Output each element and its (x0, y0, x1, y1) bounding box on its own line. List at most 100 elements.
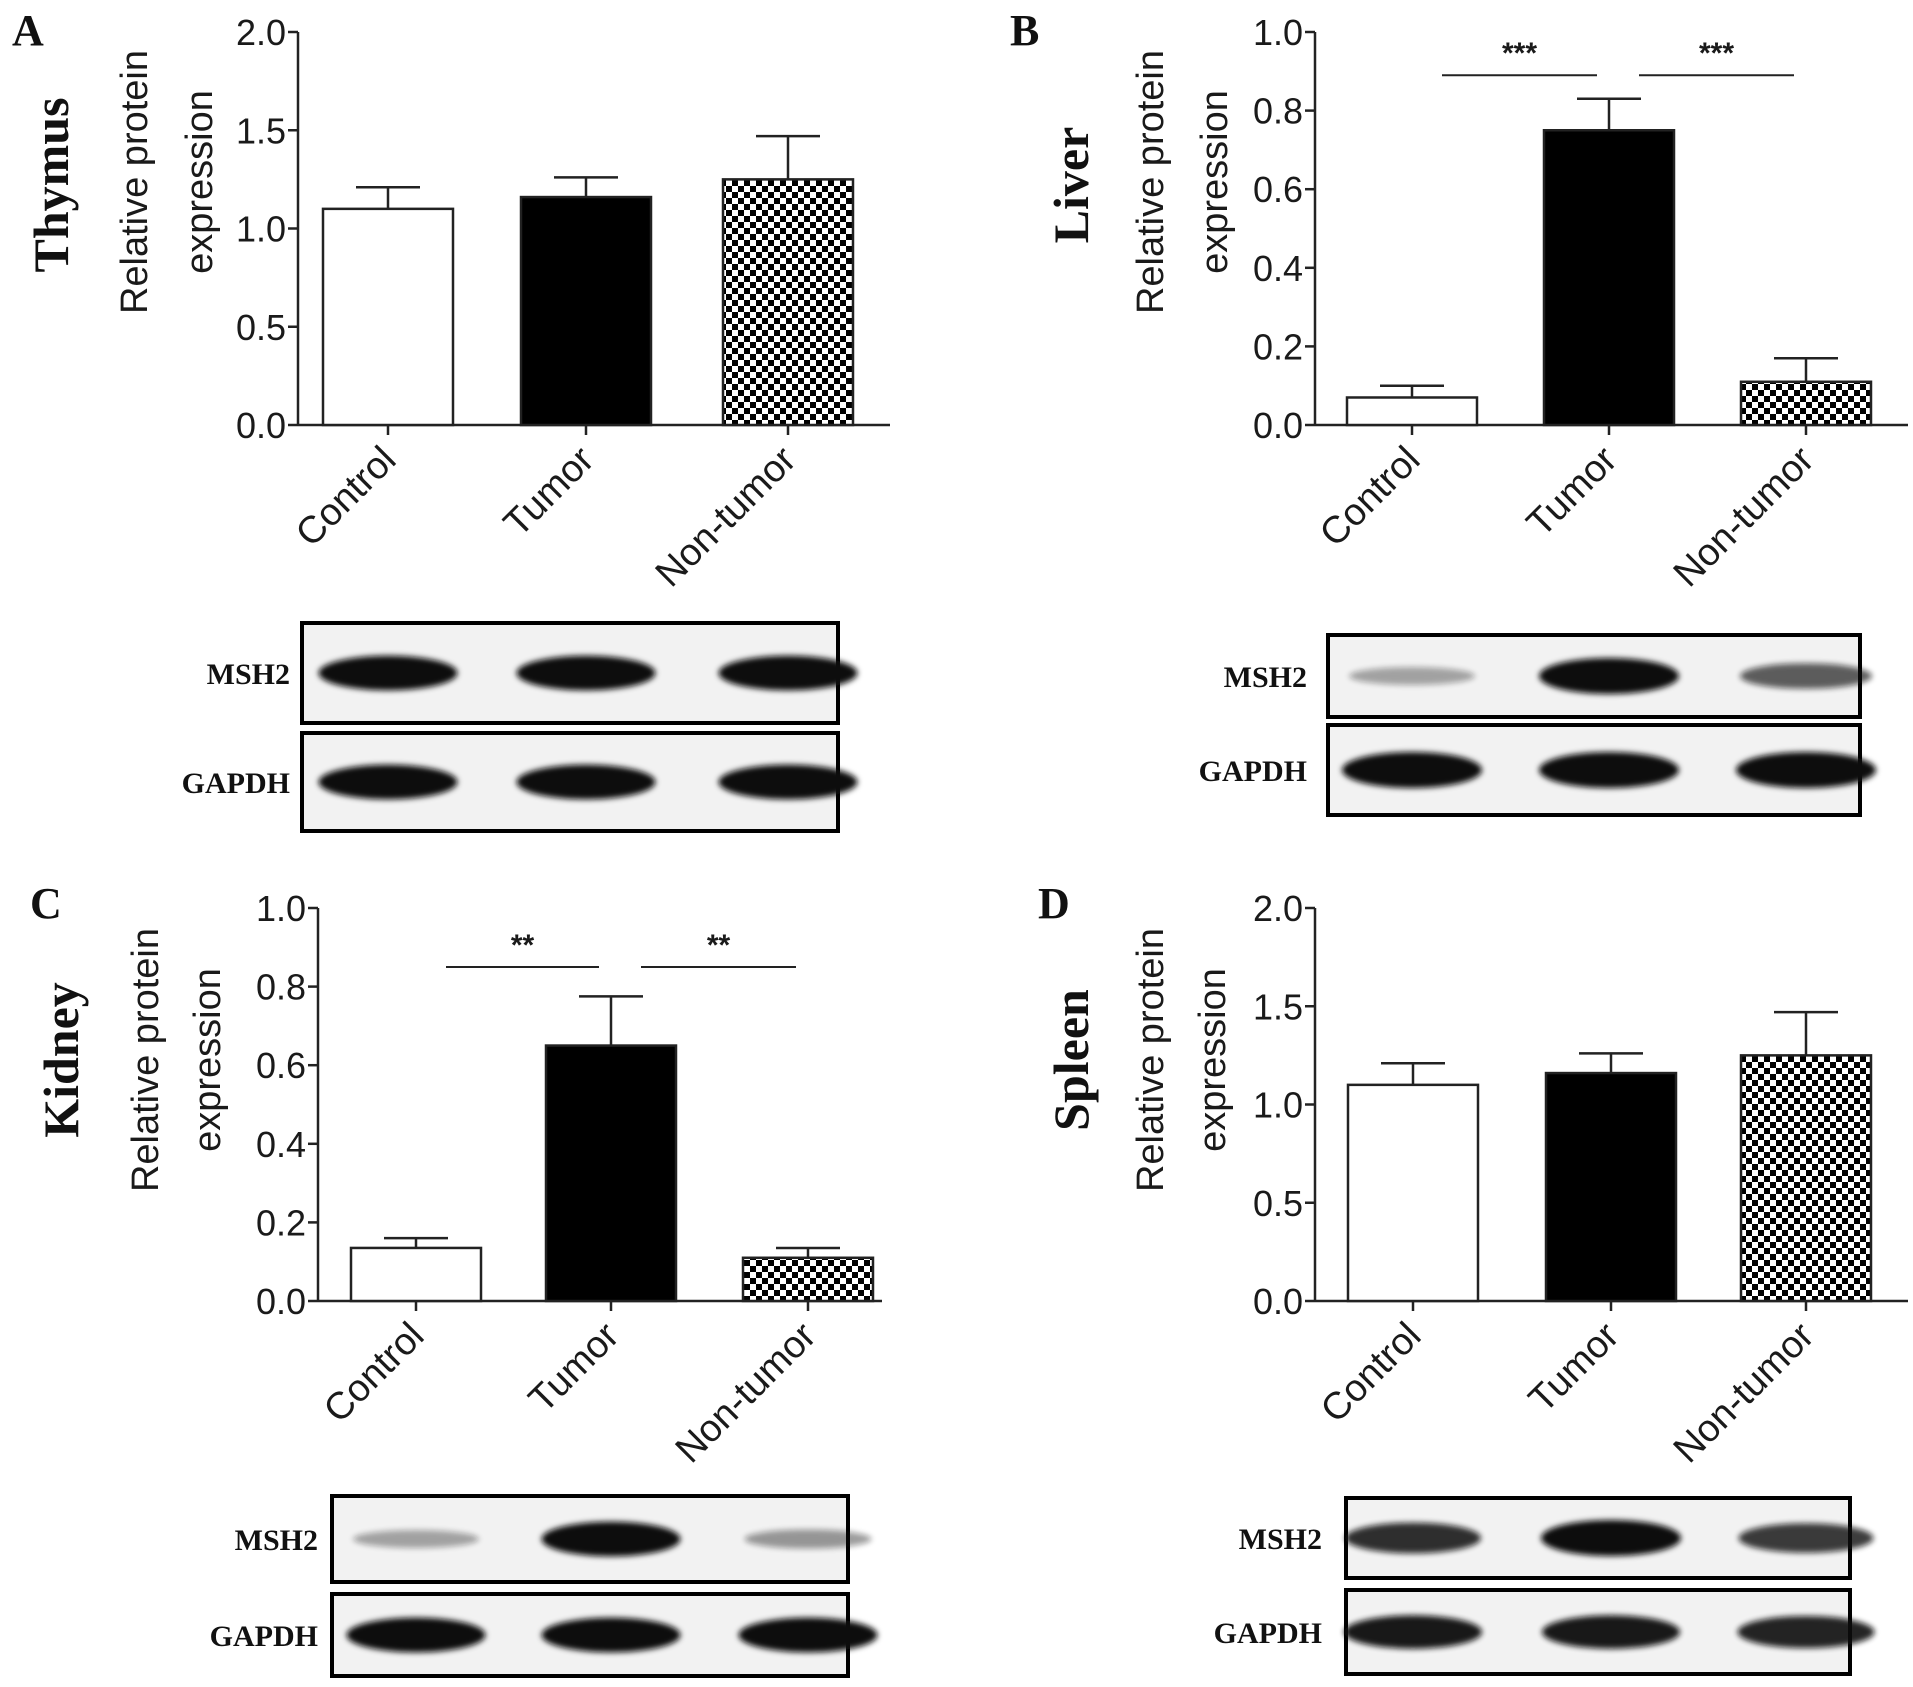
panels-group: A Thymus Relative protein expression 0.0 0.5 1… (12, 6, 1908, 1678)
blot-band (744, 1529, 872, 1549)
blot-band (318, 764, 458, 800)
y-tick-label: 0.6 (256, 1045, 306, 1086)
y-tick-label: 2.0 (1253, 888, 1303, 929)
blot-band (1342, 752, 1482, 788)
tissue-label: Kidney (33, 982, 89, 1138)
x-tick-label: Non-tumor (1666, 1314, 1823, 1471)
blot-band (1542, 1615, 1680, 1649)
y-tick-label: 0.4 (1253, 248, 1303, 289)
blot-band (1344, 1615, 1482, 1649)
bar-tumor (544, 1044, 678, 1303)
bar-control (321, 207, 455, 427)
blot-band (718, 764, 858, 800)
x-tick-label: Control (1313, 1315, 1429, 1431)
y-axis-label: Relative protein (114, 50, 156, 314)
bar-non-tumor (741, 1256, 875, 1303)
x-tick-label: Tumor (1521, 1314, 1628, 1421)
x-tick-label: Non-tumor (668, 1314, 825, 1471)
tissue-label: Spleen (1043, 989, 1099, 1131)
x-tick-label: Tumor (1519, 438, 1626, 545)
bar-control (1346, 1083, 1480, 1303)
bar-non-tumor (1739, 1054, 1873, 1303)
chart-panel-b: B Liver Relative protein expression 0.0 0.2 0.… (1010, 6, 1908, 817)
blot-band (318, 655, 458, 691)
y-tick-label: 0.8 (1253, 91, 1303, 132)
y-tick-label: 0.0 (1253, 405, 1303, 446)
chart-panel-d: D Spleen Relative protein expression 0.0 0.5 1… (1038, 879, 1908, 1676)
x-tick-label: Control (288, 439, 404, 555)
blot-label-gapdh: GAPDH (1214, 1617, 1322, 1650)
bar-tumor (1544, 1071, 1678, 1303)
y-tick-label: 1.5 (1253, 986, 1303, 1027)
blot-label-gapdh: GAPDH (210, 1620, 318, 1653)
blot-band (541, 1617, 681, 1653)
tissue-label: Liver (1043, 127, 1099, 244)
y-axis-label: expression (187, 968, 229, 1152)
chart-panel-a: A Thymus Relative protein expression 0.0 0.5 1… (12, 6, 890, 833)
blot-band (346, 1617, 486, 1653)
blot-band (353, 1530, 479, 1548)
y-tick-label: 0.0 (1253, 1281, 1303, 1322)
x-tick-label: Non-tumor (648, 438, 805, 595)
y-axis-label: expression (1194, 90, 1236, 274)
bar-non-tumor (1739, 380, 1873, 427)
x-tick-label: Non-tumor (1666, 438, 1823, 595)
bar-control (349, 1246, 483, 1303)
y-tick-label: 0.5 (236, 307, 286, 348)
blot-band (738, 1617, 878, 1653)
bar-control (1345, 396, 1479, 427)
blot-band (1345, 1522, 1481, 1554)
blot-label-msh2: MSH2 (235, 1524, 318, 1557)
blot-band (1539, 658, 1679, 694)
panel-letter: D (1038, 879, 1070, 928)
tissue-label: Thymus (23, 97, 79, 272)
significance-label: ** (511, 929, 535, 962)
panel-letter: B (1010, 6, 1039, 55)
bar-tumor (519, 195, 653, 427)
significance-label: *** (1699, 37, 1734, 70)
y-axis-label: expression (1192, 968, 1234, 1152)
blot-band (1541, 1520, 1681, 1556)
y-tick-label: 1.0 (256, 888, 306, 929)
blot-band (1539, 752, 1679, 788)
y-tick-label: 1.5 (236, 110, 286, 151)
blot-band (1738, 1523, 1874, 1553)
blot-band (1737, 1615, 1875, 1649)
y-axis-label: expression (179, 90, 221, 274)
y-tick-label: 2.0 (236, 12, 286, 53)
panel-letter: C (30, 879, 62, 928)
blot-band (516, 655, 656, 691)
blot-band (1740, 663, 1872, 689)
blot-band (718, 655, 858, 691)
bar-tumor (1542, 129, 1676, 427)
bar-non-tumor (721, 178, 855, 427)
blot-band (1736, 752, 1876, 788)
blot-band (516, 764, 656, 800)
y-tick-label: 0.0 (256, 1281, 306, 1322)
blot-band (541, 1521, 681, 1557)
x-tick-label: Tumor (521, 1314, 628, 1421)
panel-letter: A (12, 6, 44, 55)
blot-label-gapdh: GAPDH (1199, 755, 1307, 788)
y-tick-label: 0.4 (256, 1124, 306, 1165)
x-tick-label: Tumor (496, 438, 603, 545)
y-tick-label: 1.0 (1253, 12, 1303, 53)
significance-label: *** (1502, 37, 1537, 70)
blot-label-msh2: MSH2 (1224, 661, 1307, 694)
y-tick-label: 0.6 (1253, 169, 1303, 210)
y-tick-label: 0.2 (1253, 326, 1303, 367)
y-tick-label: 0.2 (256, 1202, 306, 1243)
y-tick-label: 1.0 (1253, 1085, 1303, 1126)
blot-label-gapdh: GAPDH (182, 767, 290, 800)
x-tick-label: Control (316, 1315, 432, 1431)
y-tick-label: 0.8 (256, 967, 306, 1008)
y-axis-label: Relative protein (1130, 50, 1172, 314)
y-tick-label: 0.0 (236, 405, 286, 446)
blot-label-msh2: MSH2 (207, 658, 290, 691)
blot-band (1349, 667, 1475, 685)
y-tick-label: 1.0 (236, 209, 286, 250)
y-axis-label: Relative protein (125, 928, 167, 1192)
significance-label: ** (707, 929, 731, 962)
x-tick-label: Control (1312, 439, 1428, 555)
